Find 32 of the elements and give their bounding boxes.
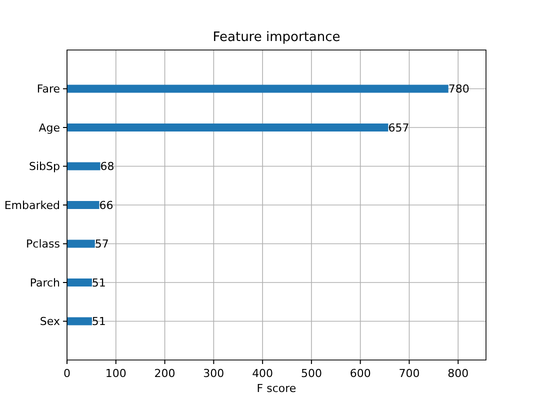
y-tick-label: Parch <box>30 276 60 290</box>
bar <box>67 84 448 93</box>
chart-title: Feature importance <box>212 30 340 45</box>
x-axis-title: F score <box>256 382 296 395</box>
y-tick-label: Sex <box>40 315 60 328</box>
bar <box>67 201 100 209</box>
x-tick-label: 600 <box>350 367 371 380</box>
x-tick-label: 0 <box>64 367 70 380</box>
y-tick-label: Pclass <box>26 238 60 251</box>
y-tick-label: Embarked <box>4 198 60 212</box>
x-tick-label: 800 <box>448 367 469 380</box>
x-tick-label: 300 <box>203 367 224 380</box>
y-tick-label: Fare <box>36 82 60 96</box>
x-tick-label: 200 <box>154 367 176 380</box>
bar <box>67 124 388 132</box>
x-tick-label: 100 <box>105 367 126 380</box>
y-tick-label: SibSp <box>29 160 60 174</box>
data-label: 57 <box>94 238 109 251</box>
x-tick-label: 400 <box>252 367 274 380</box>
data-label: 66 <box>99 198 114 212</box>
y-tick-label: Age <box>38 121 60 134</box>
x-tick-label: 700 <box>398 367 420 380</box>
bar <box>67 162 100 170</box>
data-label: 68 <box>100 160 114 174</box>
bar <box>67 240 95 248</box>
bar <box>67 278 92 286</box>
data-label: 657 <box>388 121 410 134</box>
data-label: 51 <box>92 276 106 290</box>
data-label: 51 <box>92 315 106 328</box>
x-tick-label: 500 <box>300 367 322 380</box>
bar <box>67 317 92 326</box>
data-label: 780 <box>448 82 470 96</box>
